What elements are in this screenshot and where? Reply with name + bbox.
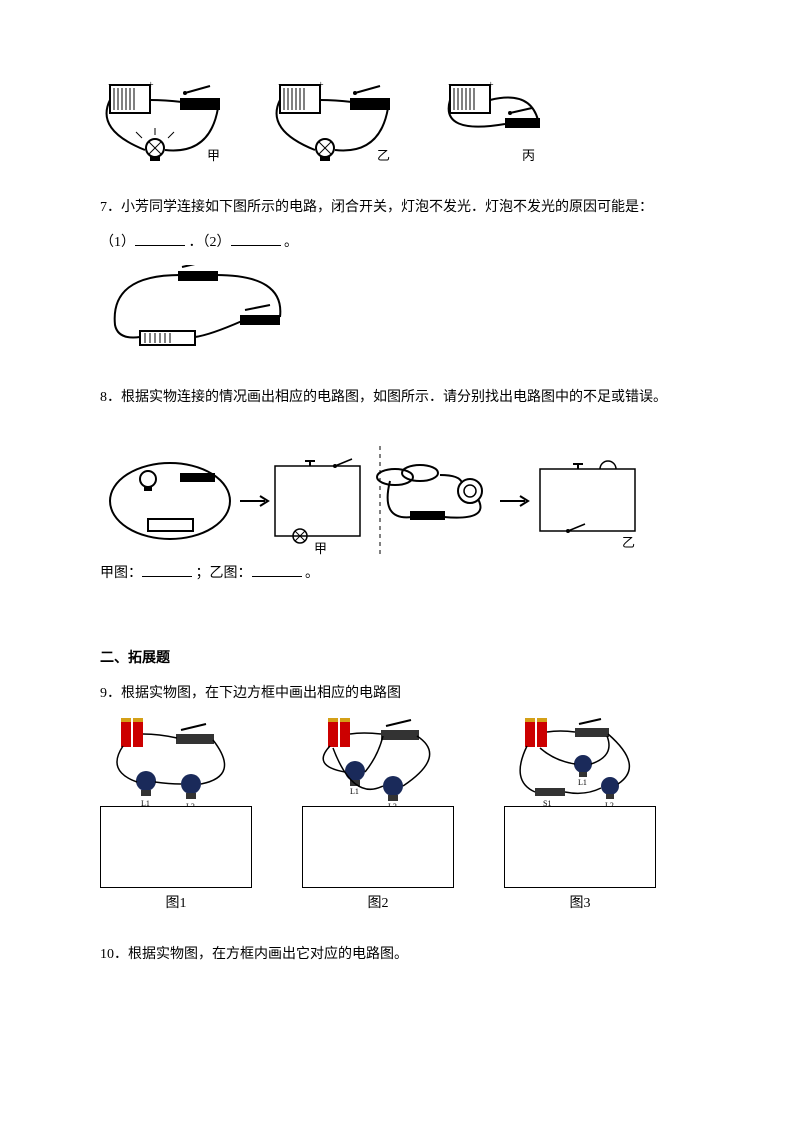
label-jia: 甲 xyxy=(207,145,220,164)
blank-input[interactable] xyxy=(252,562,302,577)
svg-text:+: + xyxy=(318,80,324,91)
q9-fig2: L1 L2 图2 xyxy=(302,716,454,912)
fig1-label: 图1 xyxy=(166,892,187,912)
blank-input[interactable] xyxy=(135,231,185,246)
physical-circuit-icon: L1 L2 xyxy=(303,716,453,806)
q8-label-yi: 乙 xyxy=(622,535,635,550)
svg-text:+: + xyxy=(148,80,154,91)
q9-fig3: L1 S1 L2 图3 xyxy=(504,716,656,912)
svg-text:L1: L1 xyxy=(350,787,359,796)
answer-box[interactable] xyxy=(504,806,656,888)
physical-circuit-icon: L1 S1 L2 xyxy=(505,716,655,806)
q8-ans-a: 甲图： xyxy=(100,566,142,581)
q8-ans-c: 。 xyxy=(305,566,319,581)
circuit-yi: − + 乙 xyxy=(270,80,400,165)
svg-text:−: − xyxy=(278,80,284,91)
q7-circuit-icon xyxy=(100,265,300,355)
answer-box[interactable] xyxy=(302,806,454,888)
fig2-label: 图2 xyxy=(368,892,389,912)
q9-text: 9．根据实物图，在下边方框中画出相应的电路图 xyxy=(100,681,700,706)
label-bing: 丙 xyxy=(522,145,535,164)
answer-box[interactable] xyxy=(100,806,252,888)
circuit-jia: − + 甲 xyxy=(100,80,230,165)
q7-part3: 。 xyxy=(284,235,298,250)
svg-text:S1: S1 xyxy=(543,799,551,806)
physical-circuit-icon: L1 L2 xyxy=(101,716,251,806)
blank-input[interactable] xyxy=(142,562,192,577)
q7-text: 7．小芳同学连接如下图所示的电路，闭合开关，灯泡不发光．灯泡不发光的原因可能是： xyxy=(100,195,700,220)
blank-input[interactable] xyxy=(231,231,281,246)
circuit-bing: − + 丙 xyxy=(440,80,550,165)
q7-part1: （1） xyxy=(100,235,135,250)
q8-text: 8．根据实物连接的情况画出相应的电路图，如图所示．请分别找出电路图中的不足或错误… xyxy=(100,385,700,410)
svg-text:+: + xyxy=(488,80,494,91)
q9-row: L1 L2 图1 L1 L2 xyxy=(100,716,700,912)
fig3-label: 图3 xyxy=(570,892,591,912)
q10-text: 10．根据实物图，在方框内画出它对应的电路图。 xyxy=(100,942,700,967)
svg-text:−: − xyxy=(448,80,454,91)
q7-part2: ．（2） xyxy=(189,235,231,250)
svg-text:L1: L1 xyxy=(578,778,587,787)
top-circuit-row: − + 甲 xyxy=(100,80,700,165)
svg-text:L1: L1 xyxy=(141,799,150,806)
q9-fig1: L1 L2 图1 xyxy=(100,716,252,912)
q8-answers: 甲图： ；乙图： 。 xyxy=(100,561,700,586)
svg-text:−: − xyxy=(108,80,114,91)
label-yi: 乙 xyxy=(377,145,390,164)
q7-blanks: （1） ．（2） 。 xyxy=(100,230,700,255)
q8-diagram-icon: 甲 乙 xyxy=(100,441,660,561)
section2-title: 二、拓展题 xyxy=(100,646,700,671)
q8-label-jia: 甲 xyxy=(314,541,327,556)
q8-ans-b: ；乙图： xyxy=(196,566,252,581)
